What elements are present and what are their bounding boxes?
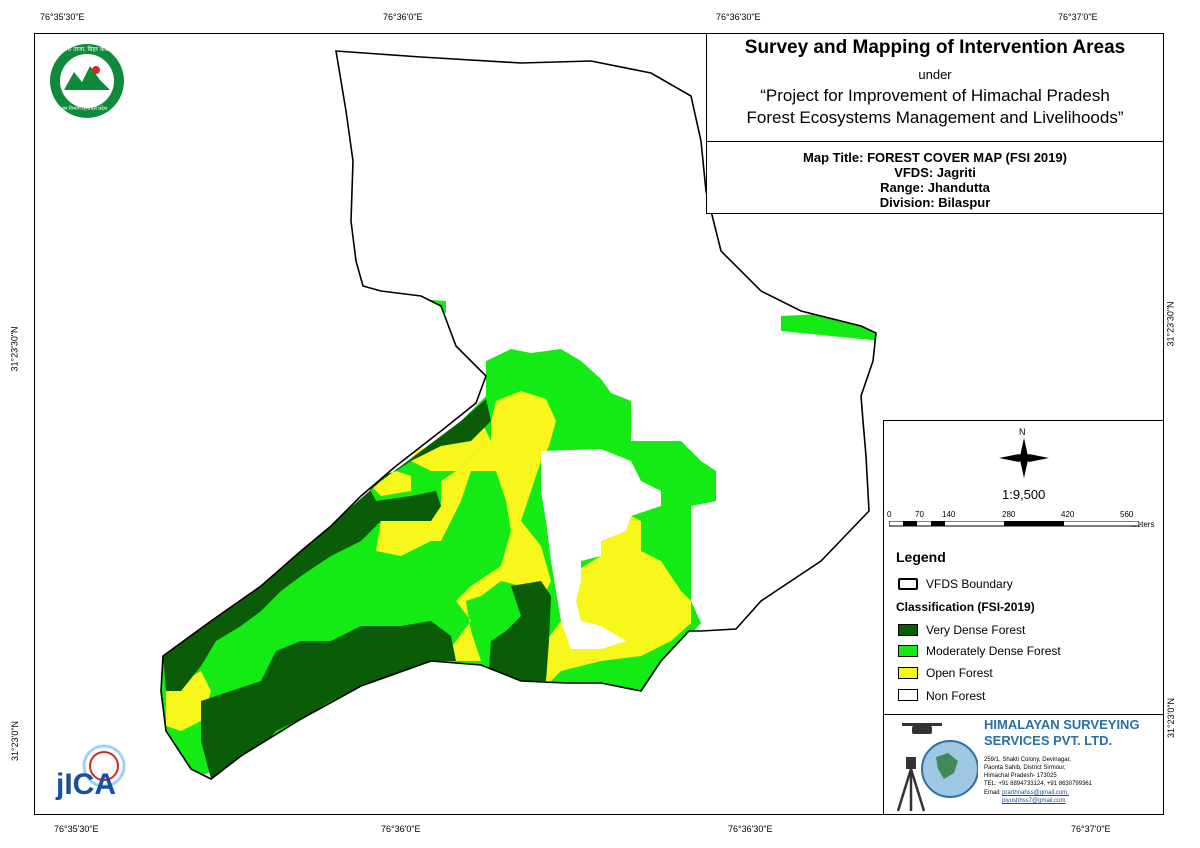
coord-top-3: 76°36'30"E (716, 12, 761, 22)
open-forest-east (521, 511, 691, 691)
scale-unit: Meters (1130, 520, 1155, 529)
scale-ratio: 1:9,500 (1002, 487, 1046, 502)
coord-top-1: 76°35'30"E (40, 12, 85, 22)
forest-cover-map (160, 50, 877, 780)
scale-tick-3: 280 (1002, 510, 1016, 519)
coord-top-2: 76°36'0"E (383, 12, 423, 22)
forest-department-logo: हर भरा ताजा, ग्रिहर कान्नमा वन विभाग हिम… (42, 42, 132, 120)
legend-open-forest-label: Open Forest (926, 666, 993, 680)
scale-tick-1: 70 (915, 510, 924, 519)
legend-open-forest-swatch (898, 667, 918, 679)
legend-classification-title: Classification (FSI-2019) (896, 600, 1035, 614)
map-info-box: Map Title: FOREST COVER MAP (FSI 2019) V… (706, 142, 1164, 214)
coord-bottom-3: 76°36'30"E (728, 824, 773, 834)
scale-tick-5: 560 (1120, 510, 1134, 519)
legend-non-forest-swatch (898, 689, 918, 701)
division-name: Division: Bilaspur (879, 195, 991, 210)
legend-non-forest-label: Non Forest (926, 689, 986, 703)
company-name-line2: SERVICES PVT. LTD. (984, 733, 1113, 748)
title-under: under (918, 67, 952, 82)
coord-bottom-2: 76°36'0"E (381, 824, 421, 834)
drone-survey-icon (896, 723, 978, 812)
coord-bottom-1: 76°35'30"E (54, 824, 99, 834)
legend-boundary-swatch (898, 578, 918, 590)
main-title: Survey and Mapping of Intervention Areas (744, 37, 1126, 58)
map-title: Map Title: FOREST COVER MAP (FSI 2019) (803, 150, 1067, 165)
range-name: Range: Jhandutta (880, 180, 990, 195)
forest-dept-bottom-text: वन विभाग हिमाचल प्रदेश (62, 106, 108, 112)
legend-boundary-label: VFDS Boundary (926, 577, 1013, 591)
coord-left-2: 31°23'0"N (10, 720, 21, 762)
legend-very-dense-swatch (898, 624, 918, 636)
coord-right-1: 31°23'30"N (1165, 301, 1176, 347)
company-email-1[interactable]: prarthnahss@gmail.com, (1002, 790, 1069, 796)
company-name-line1: HIMALAYAN SURVEYING (984, 717, 1140, 732)
scale-tick-4: 420 (1061, 510, 1075, 519)
legend-box: N 1:9,500 0 70 140 280 420 560 Meters Le… (883, 420, 1164, 715)
company-email-2[interactable]: piyushhss7@gmail.com (1002, 798, 1066, 804)
very-dense-band (163, 399, 491, 691)
company-box: HIMALAYAN SURVEYING SERVICES PVT. LTD. 2… (883, 715, 1164, 815)
company-address-3: Himachal Pradesh- 173025 (984, 773, 1057, 779)
north-label: N (1019, 427, 1026, 437)
legend-moderately-dense-label: Moderately Dense Forest (926, 644, 1061, 658)
vfds-boundary (160, 50, 877, 780)
company-tel: TEL: +91 8894733124, +91 8630799361 (984, 781, 1093, 787)
company-address-1: 259/1, Shakti Colony, Devinagar, (984, 757, 1071, 763)
open-forest-region (431, 391, 556, 661)
jica-text: jICA (56, 768, 116, 801)
coord-left-1: 31°23'30"N (9, 326, 20, 372)
legend-moderately-dense-swatch (898, 645, 918, 657)
project-line-1: “Project for Improvement of Himachal Pra… (760, 86, 1110, 105)
scale-tick-0: 0 (887, 510, 892, 519)
moderately-dense-region-ne (781, 311, 876, 341)
coord-top-4: 76°37'0"E (1058, 12, 1098, 22)
non-forest-patch (541, 449, 661, 649)
open-forest-west (376, 521, 431, 556)
north-arrow-icon (999, 438, 1049, 478)
coord-right-2: 31°23'0"N (1166, 697, 1177, 739)
title-box: Survey and Mapping of Intervention Areas… (706, 33, 1164, 142)
company-address-2: Paonta Sahib, District Sirmour, (984, 765, 1066, 771)
company-email-label: Email: (984, 790, 1001, 796)
scale-bar (889, 521, 1139, 527)
very-dense-south (201, 621, 456, 779)
coord-bottom-4: 76°37'0"E (1071, 824, 1111, 834)
project-line-2: Forest Ecosystems Management and Livelih… (746, 108, 1124, 127)
very-dense-east (489, 581, 551, 681)
vfds-name: VFDS: Jagriti (894, 165, 976, 180)
jica-logo: jICA (52, 742, 130, 806)
scale-tick-2: 140 (942, 510, 956, 519)
legend-title: Legend (896, 549, 946, 565)
forest-dept-text: हर भरा ताजा, ग्रिहर कान्नमा (56, 47, 115, 53)
legend-very-dense-label: Very Dense Forest (926, 623, 1026, 637)
